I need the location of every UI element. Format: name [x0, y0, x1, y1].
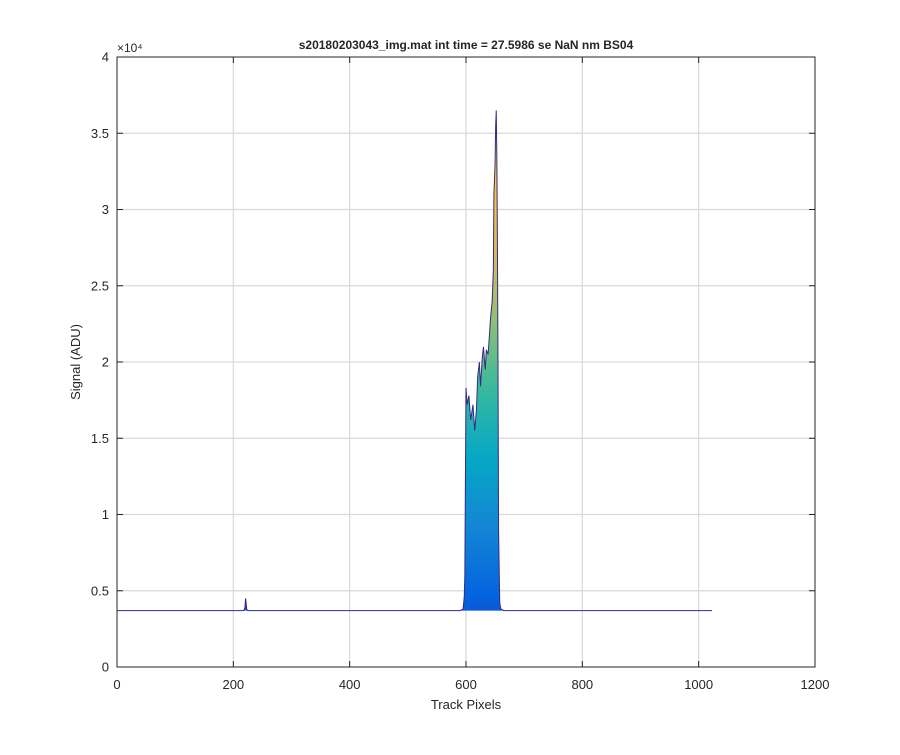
y-tick-label: 2	[102, 355, 109, 370]
x-tick-label: 400	[339, 677, 361, 692]
x-tick-label: 800	[571, 677, 593, 692]
y-tick-label: 1	[102, 507, 109, 522]
x-tick-label: 1200	[801, 677, 830, 692]
y-tick-label: 0	[102, 660, 109, 675]
y-tick-label: 3.5	[91, 126, 109, 141]
x-axis-label: Track Pixels	[431, 697, 502, 712]
x-tick-label: 1000	[684, 677, 713, 692]
x-tick-label: 200	[222, 677, 244, 692]
data-layer	[117, 110, 713, 612]
y-tick-label: 4	[102, 50, 109, 65]
y-tick-label: 3	[102, 202, 109, 217]
x-tick-label: 0	[113, 677, 120, 692]
x-tick-label: 600	[455, 677, 477, 692]
y-tick-label: 2.5	[91, 278, 109, 293]
chart-title: s20180203043_img.mat int time = 27.5986 …	[299, 38, 634, 52]
y-tick-group: 0 0.5 1 1.5 2 2.5 3 3.5 4	[91, 50, 815, 675]
grid	[117, 57, 815, 667]
signal-line	[117, 110, 713, 612]
y-axis-label: Signal (ADU)	[68, 324, 83, 400]
x-tick-group: 0 200 400 600 800 1000 1200	[113, 57, 829, 692]
y-exponent-label: ×10⁴	[117, 41, 143, 55]
y-tick-label: 0.5	[91, 583, 109, 598]
y-tick-label: 1.5	[91, 431, 109, 446]
